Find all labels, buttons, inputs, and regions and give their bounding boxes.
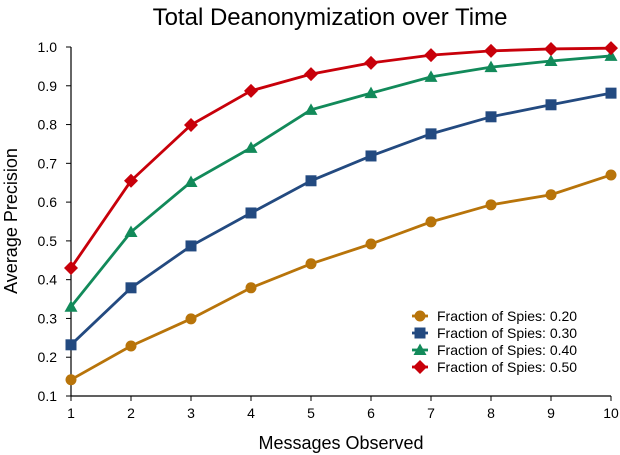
data-point <box>365 238 377 250</box>
data-point <box>245 282 257 294</box>
data-point <box>485 199 497 211</box>
data-point <box>544 54 558 66</box>
data-point <box>544 41 558 56</box>
y-tick-label: 0.3 <box>38 310 58 326</box>
data-point <box>64 300 78 312</box>
data-point <box>184 175 198 187</box>
data-point <box>124 173 138 188</box>
x-tick-label: 1 <box>67 405 75 421</box>
data-point <box>605 87 617 99</box>
x-tick-label: 10 <box>603 405 619 421</box>
y-tick-label: 0.6 <box>38 194 58 210</box>
series-diamond <box>64 41 618 276</box>
x-tick-label: 9 <box>547 405 555 421</box>
series-line <box>70 173 612 381</box>
y-tick-label: 0.4 <box>38 272 58 288</box>
data-point <box>425 216 437 228</box>
series-square <box>65 87 617 351</box>
data-point <box>64 261 78 276</box>
data-point <box>545 99 557 111</box>
x-tick-label: 3 <box>187 405 195 421</box>
y-axis-label: Average Precision <box>1 148 21 294</box>
x-tick-label: 4 <box>247 405 255 421</box>
data-point <box>364 55 378 70</box>
series-circle <box>65 169 617 386</box>
y-tick-label: 0.2 <box>38 349 58 365</box>
data-point <box>65 374 77 386</box>
x-tick-label: 7 <box>427 405 435 421</box>
series-line <box>69 54 612 308</box>
data-point <box>545 189 557 201</box>
data-point <box>305 175 317 187</box>
data-point <box>365 150 377 162</box>
data-point <box>305 258 317 270</box>
legend-label: Fraction of Spies: 0.50 <box>437 359 577 375</box>
legend-marker-triangle <box>413 343 427 355</box>
data-point <box>185 240 197 252</box>
data-point <box>364 86 378 99</box>
data-point <box>425 128 437 140</box>
series-line <box>70 91 612 346</box>
y-tick-label: 0.8 <box>38 117 58 133</box>
data-point <box>125 282 137 294</box>
y-tick-label: 0.9 <box>38 78 58 94</box>
x-tick-label: 8 <box>487 405 495 421</box>
series-line <box>69 46 612 269</box>
y-tick-label: 0.5 <box>38 233 58 249</box>
data-point <box>124 225 138 237</box>
legend-marker-square <box>414 327 426 339</box>
data-point <box>304 103 318 115</box>
y-tick-label: 0.7 <box>38 155 58 171</box>
data-point <box>184 117 198 132</box>
y-tick-label: 1.0 <box>38 39 58 55</box>
data-point <box>304 67 318 82</box>
legend-label: Fraction of Spies: 0.20 <box>437 308 577 324</box>
x-axis-label: Messages Observed <box>258 433 423 453</box>
data-point <box>604 41 618 56</box>
legend-label: Fraction of Spies: 0.40 <box>437 342 577 358</box>
data-point <box>424 48 438 63</box>
chart-title: Total Deanonymization over Time <box>153 4 508 31</box>
data-point <box>125 340 137 352</box>
data-point <box>485 111 497 123</box>
data-point <box>604 49 618 61</box>
legend-marker-diamond <box>413 360 427 374</box>
data-point <box>244 83 258 98</box>
data-point <box>605 169 617 181</box>
data-point <box>484 60 498 73</box>
x-tick-label: 6 <box>367 405 375 421</box>
data-point <box>245 207 257 219</box>
data-point <box>65 339 77 351</box>
legend-label: Fraction of Spies: 0.30 <box>437 325 577 341</box>
data-point <box>185 313 197 325</box>
x-tick-label: 2 <box>127 405 135 421</box>
x-tick-label: 5 <box>307 405 315 421</box>
legend-marker-circle <box>414 310 426 322</box>
data-point <box>244 141 258 153</box>
data-point <box>484 43 498 58</box>
y-tick-label: 0.1 <box>38 388 58 404</box>
series-triangle <box>64 49 618 312</box>
data-point <box>424 70 438 82</box>
